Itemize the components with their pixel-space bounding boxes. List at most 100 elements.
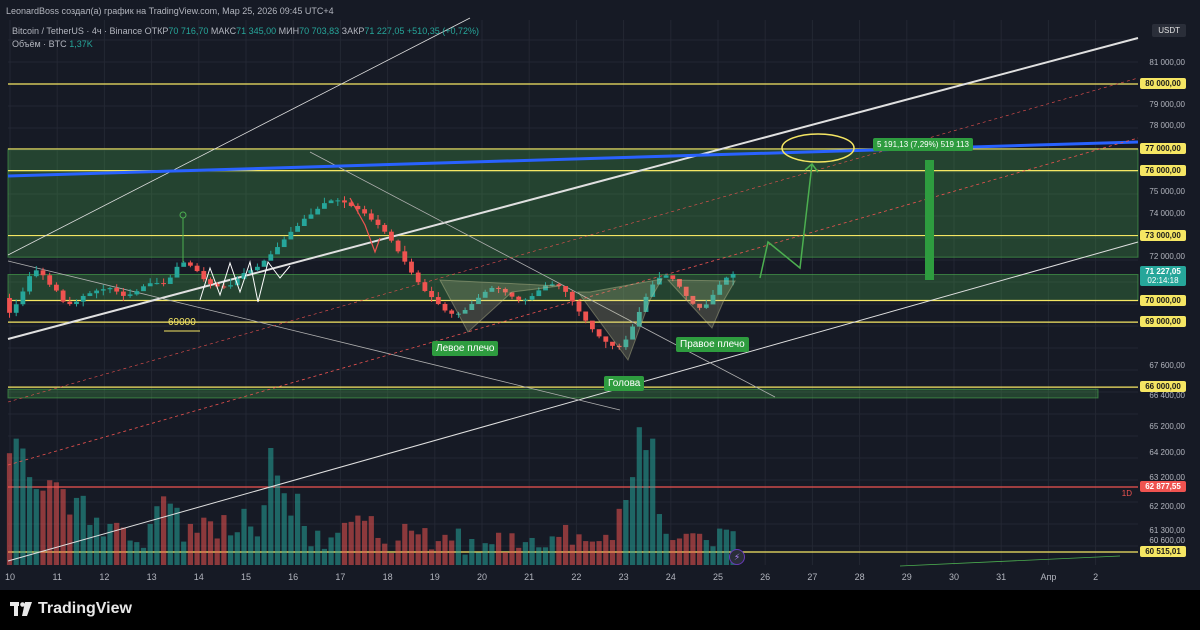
volume-bar <box>656 514 662 565</box>
currency-tag[interactable]: USDT <box>1152 24 1186 37</box>
candle <box>255 263 260 271</box>
candle-body <box>147 283 153 287</box>
candle-body <box>496 287 501 289</box>
volume-bar <box>40 490 46 565</box>
price-level-tag: 73 000,00 <box>1140 229 1186 241</box>
candle <box>697 303 702 311</box>
candle <box>194 263 200 273</box>
candle-body <box>308 214 314 219</box>
candle-body <box>382 224 388 232</box>
volume-bar <box>241 508 247 565</box>
price-tick: 64 200,00 <box>1149 448 1185 457</box>
candle <box>181 260 187 267</box>
brand-name: TradingView <box>38 600 132 617</box>
volume-bar <box>609 540 616 565</box>
candle <box>710 289 716 305</box>
volume-bar <box>536 547 542 565</box>
candle <box>248 267 254 274</box>
candle <box>54 282 59 292</box>
symbol-name[interactable]: Bitcoin / TetherUS · 4ч · Binance <box>12 26 143 36</box>
volume-bar <box>341 522 348 565</box>
candle <box>462 307 468 314</box>
volume-bar <box>529 537 535 565</box>
volume-bar <box>20 448 26 565</box>
volume-bar <box>382 543 388 565</box>
volume-bar <box>308 546 314 565</box>
price-level-tag: 62 877,55 <box>1140 481 1186 492</box>
candle <box>395 239 401 254</box>
candle-body <box>348 202 354 206</box>
candle-body <box>482 291 488 298</box>
volume-bar <box>489 544 495 565</box>
volume-bar <box>449 540 455 565</box>
candle <box>154 277 160 285</box>
candle <box>141 284 146 292</box>
tradingview-logo-icon <box>10 602 32 616</box>
red-down-arrow <box>349 197 381 254</box>
candle-body <box>80 295 86 302</box>
price-level-tag: 80 000,00 <box>1140 78 1186 89</box>
candle-body <box>683 286 689 296</box>
candle-body <box>328 200 334 204</box>
volume-bar <box>630 477 636 565</box>
trendline <box>7 137 1139 466</box>
candles <box>7 196 736 350</box>
candle-body <box>114 288 120 292</box>
candle-body <box>20 291 26 305</box>
candle <box>322 197 327 209</box>
candle-body <box>523 299 528 301</box>
close-value: 71 227,05 <box>364 26 405 36</box>
volume-bar <box>683 533 689 565</box>
alert-icon[interactable]: ⚡ <box>729 549 745 565</box>
open-value: 70 716,70 <box>168 26 209 36</box>
date-tick: 24 <box>665 572 676 582</box>
candle <box>67 296 73 306</box>
candle <box>261 259 267 267</box>
volume-bar <box>650 438 656 565</box>
candle-body <box>214 284 220 287</box>
candle-body <box>315 208 321 215</box>
tradingview-logo[interactable]: TradingView <box>10 600 132 618</box>
date-tick: 25 <box>712 572 724 582</box>
candle <box>402 245 408 265</box>
candle-body <box>322 203 327 209</box>
candle-body <box>583 311 589 321</box>
price-tick: 78 000,00 <box>1149 121 1185 130</box>
volume-bar <box>422 528 428 565</box>
volume-bar <box>47 480 53 565</box>
candle <box>33 266 39 278</box>
date-tick: 30 <box>948 572 960 582</box>
candle <box>442 302 448 313</box>
price-chart[interactable] <box>0 0 1200 590</box>
candle-body <box>121 291 126 296</box>
candle-body <box>703 304 709 308</box>
projection-arrow <box>759 163 813 279</box>
candle <box>596 329 602 339</box>
date-tick: 21 <box>524 572 535 582</box>
candle <box>456 311 461 318</box>
candle-body <box>167 277 173 284</box>
volume-bar <box>583 541 589 565</box>
volume-bar <box>147 523 153 565</box>
candle <box>47 272 53 287</box>
date-tick: 2 <box>1093 572 1099 582</box>
volume-bar <box>589 541 595 565</box>
volume-bar <box>475 552 482 565</box>
candle-body <box>228 285 233 287</box>
volume-bar <box>181 541 187 565</box>
left-shoulder-label: Левое плечо <box>432 341 499 356</box>
right-shoulder-label: Правое плечо <box>676 337 749 352</box>
volume-bar <box>27 477 33 565</box>
candle-body <box>261 260 267 267</box>
volume-bar <box>60 489 66 565</box>
candle <box>516 295 522 303</box>
candle-body <box>100 289 106 291</box>
candle <box>690 295 696 306</box>
trendline <box>7 17 471 256</box>
date-tick: 31 <box>996 572 1007 582</box>
volume-bar <box>154 506 160 565</box>
candle <box>161 278 166 287</box>
candle <box>268 250 274 261</box>
candle <box>569 290 575 306</box>
volume-bar <box>717 528 723 565</box>
